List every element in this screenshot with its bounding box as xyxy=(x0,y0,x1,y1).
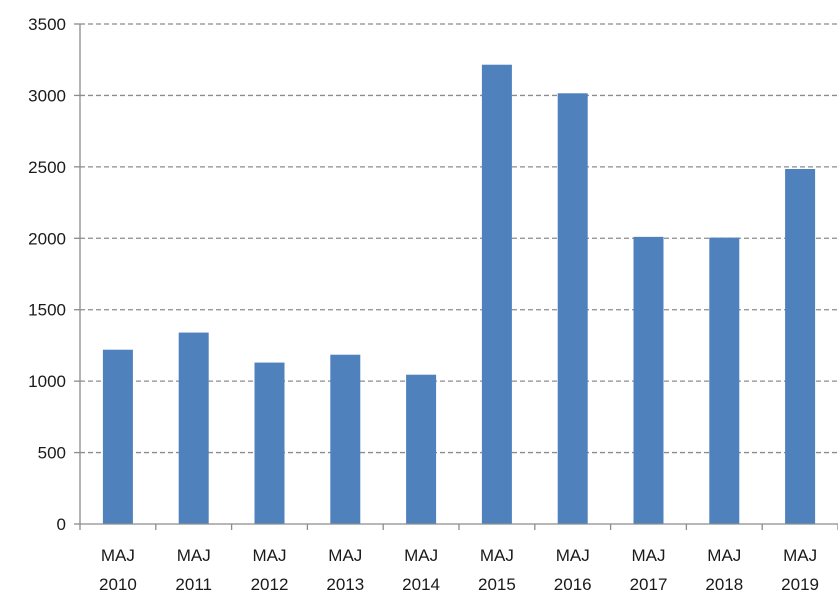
x-tick-label-maj-2014: MAJ 2014 xyxy=(402,546,440,592)
y-tick-label-0: 0 xyxy=(57,515,66,534)
x-tick-label-line: MAJ xyxy=(556,546,590,565)
gridlines xyxy=(80,23,838,454)
y-tick-label-2000: 2000 xyxy=(28,229,66,248)
y-tick-label-3000: 3000 xyxy=(28,86,66,105)
x-tick-label-line: 2018 xyxy=(705,575,743,592)
bar-maj-2014 xyxy=(406,374,437,524)
x-tick-label-line: MAJ xyxy=(177,546,211,565)
x-tick-label-line: 2014 xyxy=(402,575,440,592)
bars xyxy=(102,64,816,525)
x-tick-label-line: 2017 xyxy=(630,575,668,592)
bar-maj-2017 xyxy=(633,236,664,524)
x-tick-label-line: 2013 xyxy=(326,575,364,592)
x-tick-label-maj-2012: MAJ 2012 xyxy=(251,546,289,592)
x-tick-label-maj-2010: MAJ 2010 xyxy=(99,546,137,592)
x-tick-label-maj-2013: MAJ 2013 xyxy=(326,546,364,592)
bar-maj-2011 xyxy=(178,332,209,524)
y-tick-label-500: 500 xyxy=(38,444,66,463)
x-tick-label-line: 2015 xyxy=(478,575,516,592)
x-tick-label-line: 2011 xyxy=(175,575,212,592)
y-axis-tick-labels: 0 500 1000 1500 2000 2500 3000 3500 xyxy=(28,15,66,534)
x-tick-label-line: MAJ xyxy=(404,546,438,565)
bar-maj-2018 xyxy=(709,237,740,525)
y-tick-label-1000: 1000 xyxy=(28,372,66,391)
x-tick-label-maj-2015: MAJ 2015 xyxy=(478,546,516,592)
x-tick-label-line: 2012 xyxy=(251,575,289,592)
x-tick-label-line: 2016 xyxy=(554,575,592,592)
y-tick-label-2500: 2500 xyxy=(28,158,66,177)
x-axis-tick-labels: MAJ 2010 MAJ 2011 MAJ 2012 MAJ 2013 MAJ 2014 MAJ 20… xyxy=(99,546,819,594)
bar-maj-2016 xyxy=(557,93,588,525)
x-tick-label-maj-2017: MAJ 2017 xyxy=(630,546,668,592)
x-tick-label-line: MAJ xyxy=(783,546,817,565)
x-tick-label-maj-2019: MAJ 2019 xyxy=(781,546,819,592)
x-tick-label-line: 2010 xyxy=(99,575,137,592)
bar-maj-2019 xyxy=(785,169,816,524)
bar-maj-2015 xyxy=(481,64,512,524)
x-tick-label-maj-2018: MAJ 2018 xyxy=(705,546,743,592)
y-tick-label-3500: 3500 xyxy=(28,15,66,34)
y-tick-label-1500: 1500 xyxy=(28,301,66,320)
x-tick-label-line: MAJ xyxy=(480,546,514,565)
x-tick-label-line: MAJ xyxy=(632,546,666,565)
bar-maj-2010 xyxy=(102,349,133,524)
bar-maj-2013 xyxy=(330,354,361,524)
bar-maj-2012 xyxy=(254,362,285,524)
x-tick-label-maj-2016: MAJ 2016 xyxy=(554,546,592,592)
x-tick-label-line: MAJ xyxy=(101,546,135,565)
axes xyxy=(74,23,838,530)
x-tick-label-line: MAJ xyxy=(253,546,287,565)
x-tick-label-maj-2011: MAJ 2011 xyxy=(175,546,212,592)
x-tick-label-line: MAJ xyxy=(328,546,362,565)
x-tick-label-line: MAJ xyxy=(707,546,741,565)
x-tick-label-line: 2019 xyxy=(781,575,819,592)
